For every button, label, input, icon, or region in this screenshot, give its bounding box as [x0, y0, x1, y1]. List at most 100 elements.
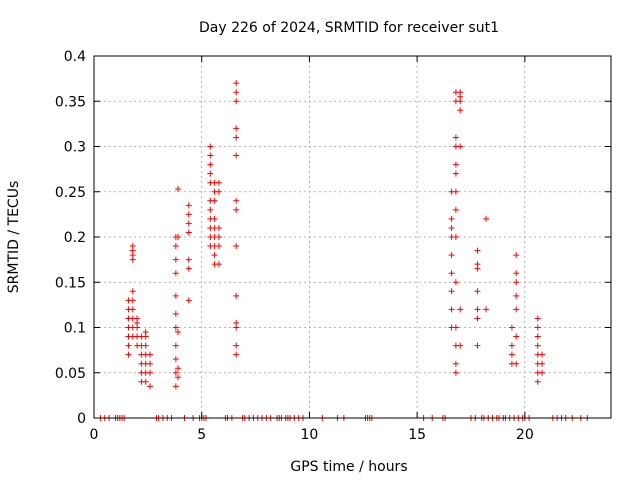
data-point [185, 265, 192, 272]
data-point [483, 215, 490, 222]
data-point [142, 342, 149, 349]
x-tick-label: 20 [516, 427, 534, 443]
data-point [233, 319, 240, 326]
y-tick-label: 0.15 [55, 275, 86, 291]
data-point [211, 197, 218, 204]
x-tick-label: 5 [197, 427, 206, 443]
y-tick-label: 0.05 [55, 366, 86, 382]
data-point [452, 170, 459, 177]
data-point [211, 215, 218, 222]
data-point [215, 188, 222, 195]
data-point [175, 329, 182, 336]
grid-lines [94, 56, 611, 418]
data-point [147, 369, 154, 376]
data-point [211, 252, 218, 259]
data-point [142, 329, 149, 336]
y-tick-label: 0.25 [55, 185, 86, 201]
data-point [185, 211, 192, 218]
data-point [233, 80, 240, 87]
data-point [452, 369, 459, 376]
data-point [215, 234, 222, 240]
data-point [452, 188, 459, 195]
data-point [474, 315, 481, 322]
data-point [513, 306, 520, 313]
data-point [129, 288, 136, 295]
data-point [508, 324, 515, 331]
data-point [175, 374, 182, 381]
data-point [457, 306, 464, 313]
y-tick-label: 0.4 [64, 49, 86, 65]
data-point [129, 297, 136, 304]
y-tick-labels: 0 0.05 0.1 0.15 0.2 0.25 0.3 0.35 0.4 [55, 49, 86, 427]
x-tick-label: 10 [301, 427, 319, 443]
data-point [457, 107, 464, 114]
data-point [172, 243, 179, 250]
data-point [513, 333, 520, 340]
data-point [233, 351, 240, 358]
data-point [185, 220, 192, 227]
data-point [539, 369, 546, 376]
data-point [207, 161, 214, 168]
data-point [233, 89, 240, 96]
data-point [452, 234, 459, 240]
data-point [207, 152, 214, 159]
data-point [474, 261, 481, 268]
data-point [534, 378, 541, 385]
data-point [172, 383, 179, 390]
data-point [172, 324, 179, 331]
data-point [452, 360, 459, 367]
data-point [539, 360, 546, 367]
data-point [513, 292, 520, 299]
data-point [534, 324, 541, 331]
data-point [452, 324, 459, 331]
data-point [233, 206, 240, 213]
data-point [172, 292, 179, 299]
data-point [185, 256, 192, 263]
plot-frame [93, 55, 612, 419]
data-point [172, 310, 179, 317]
data-point [129, 306, 136, 313]
data-point [457, 89, 464, 96]
data-point [172, 356, 179, 363]
x-tick-labels: 0 5 10 15 20 [90, 427, 534, 443]
data-point [134, 319, 141, 326]
y-tick-label: 0.35 [55, 94, 86, 110]
data-point [452, 161, 459, 168]
data-point [539, 351, 546, 358]
data-point [534, 342, 541, 349]
data-point [175, 186, 182, 193]
data-point [448, 306, 455, 313]
data-point [129, 243, 136, 250]
data-point [513, 279, 520, 286]
data-point [508, 342, 515, 349]
data-point [457, 143, 464, 150]
data-point [448, 270, 455, 277]
data-point [215, 243, 222, 250]
data-point [172, 369, 179, 376]
data-point [215, 261, 222, 268]
data-point [147, 360, 154, 367]
y-tick-label: 0.2 [64, 230, 86, 246]
data-point [207, 206, 214, 213]
data-point [474, 288, 481, 295]
x-tick-label: 0 [90, 427, 99, 443]
data-point [474, 247, 481, 254]
data-point [508, 351, 515, 358]
data-point [474, 306, 481, 313]
data-point [172, 256, 179, 263]
chart-title: Day 226 of 2024, SRMTID for receiver sut… [199, 20, 499, 36]
data-point [534, 333, 541, 340]
data-point [448, 252, 455, 259]
data-point [215, 224, 222, 231]
data-point [233, 342, 240, 349]
data-point [233, 243, 240, 250]
data-point [185, 297, 192, 304]
data-point [513, 270, 520, 277]
x-tick-label: 15 [408, 427, 426, 443]
data-point [147, 383, 154, 390]
data-point [448, 224, 455, 231]
y-tick-label: 0 [77, 411, 86, 427]
data-point [147, 351, 154, 358]
